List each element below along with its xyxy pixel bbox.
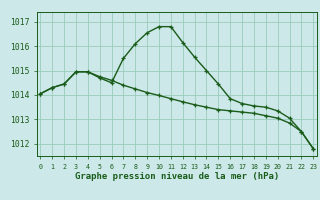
X-axis label: Graphe pression niveau de la mer (hPa): Graphe pression niveau de la mer (hPa) — [75, 172, 279, 181]
